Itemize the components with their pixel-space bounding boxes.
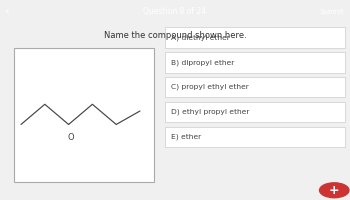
Text: O: O (67, 133, 74, 142)
Text: A) diethyl ether: A) diethyl ether (171, 34, 230, 41)
FancyBboxPatch shape (164, 77, 345, 97)
Text: Submit: Submit (320, 8, 345, 15)
FancyBboxPatch shape (164, 52, 345, 73)
Text: B) dipropyl ether: B) dipropyl ether (171, 59, 234, 66)
FancyBboxPatch shape (14, 48, 154, 182)
Text: ‹: ‹ (5, 5, 10, 18)
Text: D) ethyl propyl ether: D) ethyl propyl ether (171, 109, 249, 115)
Text: +: + (329, 184, 340, 197)
Text: C) propyl ethyl ether: C) propyl ethyl ether (171, 84, 248, 90)
Text: Name the compound shown here.: Name the compound shown here. (104, 31, 246, 40)
Text: E) ether: E) ether (171, 133, 201, 140)
Text: Question 8 of 24: Question 8 of 24 (144, 7, 206, 16)
FancyBboxPatch shape (164, 27, 345, 48)
FancyBboxPatch shape (164, 127, 345, 147)
FancyBboxPatch shape (164, 102, 345, 122)
Circle shape (320, 183, 349, 198)
